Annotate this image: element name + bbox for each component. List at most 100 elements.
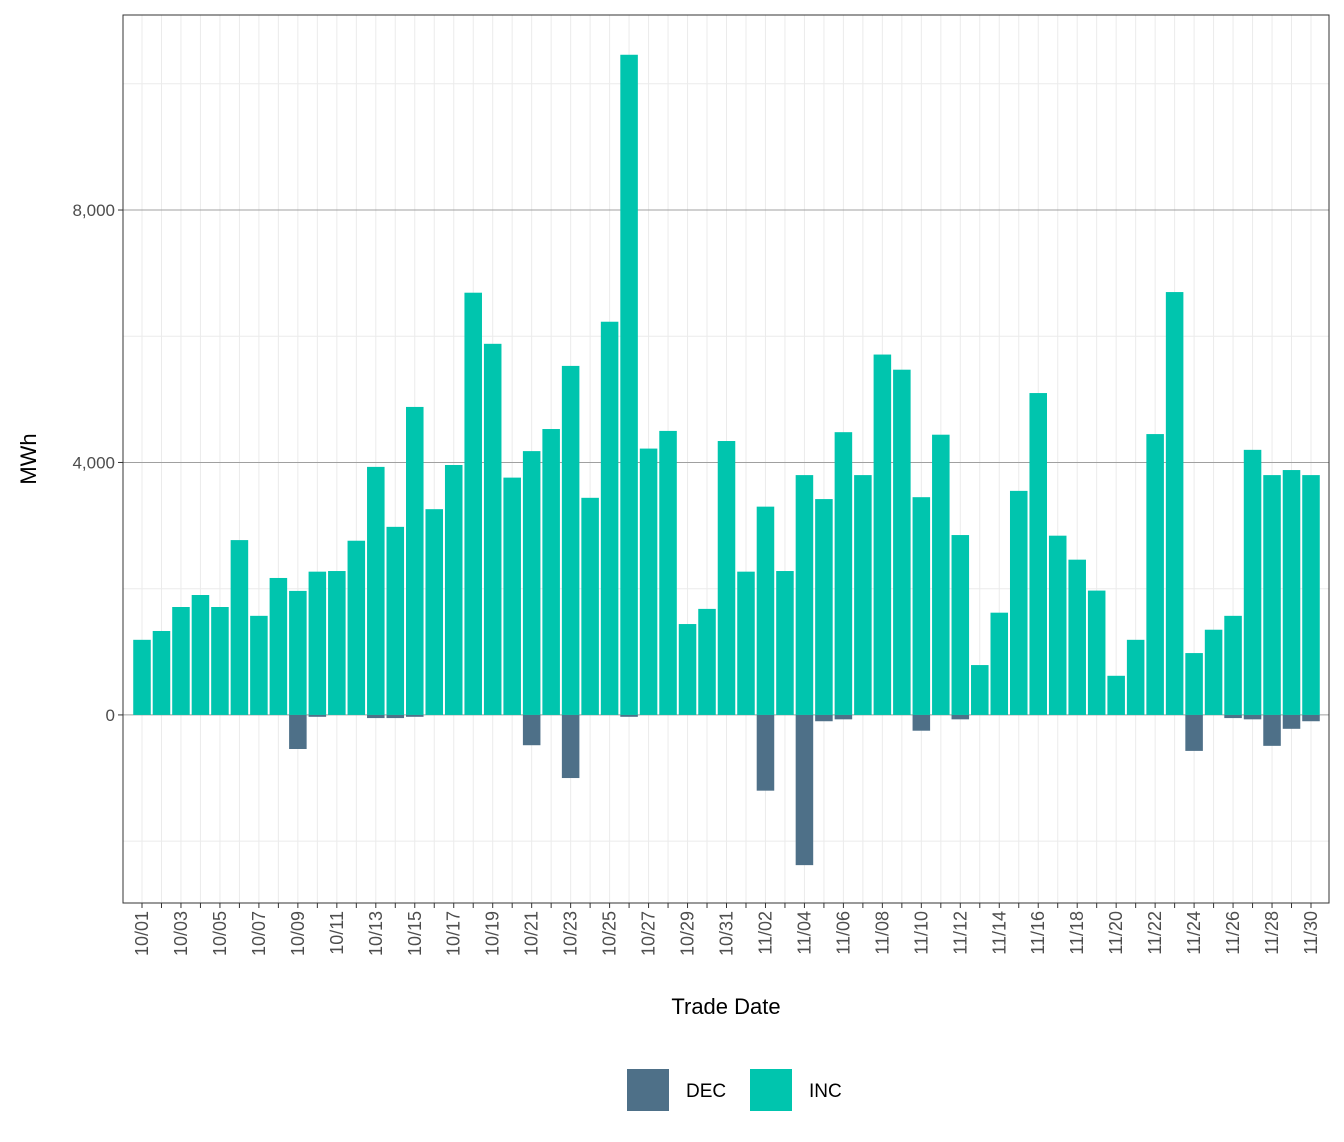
x-tick-label: 10/09 — [288, 911, 308, 956]
x-tick-label: 11/04 — [794, 911, 814, 955]
x-axis-title: Trade Date — [671, 994, 780, 1019]
bar-dec-11/02 — [756, 714, 775, 791]
bar-inc-11/27 — [1243, 449, 1262, 715]
bar-inc-11/14 — [990, 612, 1009, 715]
x-tick-label: 11/22 — [1145, 911, 1165, 955]
bar-inc-10/15 — [405, 406, 424, 715]
bar-inc-11/09 — [893, 369, 911, 715]
bar-inc-11/23 — [1165, 292, 1184, 715]
x-tick-label: 10/17 — [444, 911, 464, 956]
x-tick-label: 10/15 — [405, 911, 425, 956]
x-tick-label: 10/29 — [678, 911, 698, 956]
bar-inc-11/02 — [756, 506, 775, 715]
bar-inc-11/11 — [932, 434, 950, 715]
bar-inc-10/04 — [191, 595, 210, 715]
bar-inc-10/22 — [542, 429, 560, 715]
bar-inc-11/30 — [1302, 475, 1320, 715]
y-tick-label: 0 — [106, 706, 115, 725]
bar-inc-10/24 — [581, 497, 599, 715]
bar-inc-10/13 — [367, 466, 385, 715]
bar-inc-10/28 — [659, 430, 677, 715]
bar-dec-10/15 — [405, 714, 424, 717]
bar-inc-11/10 — [912, 497, 931, 715]
bar-inc-10/23 — [561, 365, 580, 715]
x-tick-label: 11/26 — [1223, 911, 1243, 955]
bar-inc-10/25 — [600, 321, 619, 715]
bar-inc-11/26 — [1224, 615, 1242, 715]
bar-inc-11/08 — [873, 354, 892, 715]
x-tick-label: 10/13 — [366, 911, 386, 956]
bar-dec-11/05 — [815, 714, 833, 722]
bar-inc-11/15 — [1009, 490, 1028, 715]
x-tick-label: 11/10 — [911, 911, 931, 955]
bar-inc-11/04 — [795, 475, 814, 715]
bar-inc-11/12 — [951, 535, 970, 715]
bar-inc-10/05 — [211, 607, 229, 715]
bar-inc-10/06 — [230, 540, 249, 715]
x-tick-label: 10/05 — [210, 911, 230, 956]
bar-dec-11/27 — [1243, 714, 1262, 720]
bar-inc-11/13 — [971, 665, 989, 715]
bar-inc-10/19 — [483, 343, 502, 715]
x-tick-label: 10/23 — [561, 911, 581, 956]
bar-inc-11/29 — [1282, 470, 1301, 715]
y-tick-label: 4,000 — [72, 453, 115, 472]
legend-label-dec: DEC — [686, 1081, 726, 1102]
bar-inc-10/31 — [717, 441, 736, 715]
bar-inc-10/16 — [425, 509, 444, 715]
x-tick-label: 11/16 — [1028, 911, 1048, 955]
x-tick-label: 11/12 — [950, 911, 970, 955]
bar-inc-11/25 — [1204, 629, 1223, 715]
x-tick-label: 11/14 — [989, 911, 1009, 955]
x-tick-label: 10/11 — [327, 911, 347, 955]
bar-inc-11/07 — [854, 475, 872, 715]
bar-inc-10/01 — [133, 639, 151, 715]
bar-dec-11/26 — [1224, 714, 1242, 719]
bar-inc-10/29 — [678, 624, 697, 715]
bar-dec-11/24 — [1185, 714, 1203, 751]
bar-inc-10/02 — [152, 630, 171, 715]
y-tick-label: 8,000 — [72, 201, 115, 220]
bar-dec-10/26 — [620, 714, 638, 717]
x-tick-label: 10/21 — [522, 911, 542, 956]
bar-inc-11/16 — [1029, 393, 1048, 715]
x-tick-label: 11/06 — [833, 911, 853, 955]
bar-dec-11/04 — [795, 714, 814, 866]
bar-dec-11/28 — [1263, 714, 1281, 746]
bar-dec-10/21 — [522, 714, 541, 746]
bar-inc-11/17 — [1048, 535, 1067, 715]
x-tick-label: 11/20 — [1106, 911, 1126, 955]
bar-inc-11/28 — [1263, 475, 1281, 715]
x-tick-label: 10/07 — [249, 911, 269, 956]
bar-inc-11/05 — [815, 499, 833, 715]
bar-inc-10/07 — [250, 615, 268, 715]
bar-inc-11/19 — [1087, 590, 1106, 715]
bar-inc-10/18 — [464, 292, 482, 715]
bar-inc-10/26 — [620, 54, 638, 715]
bar-inc-10/27 — [639, 448, 658, 715]
bar-inc-11/22 — [1146, 434, 1164, 715]
bar-dec-11/06 — [834, 714, 853, 720]
bar-inc-10/08 — [269, 577, 288, 715]
bar-inc-11/03 — [776, 571, 794, 715]
x-tick-label: 10/31 — [717, 911, 737, 956]
bar-dec-10/23 — [561, 714, 580, 779]
x-tick-label: 11/24 — [1184, 911, 1204, 955]
bar-inc-11/20 — [1107, 675, 1125, 715]
bar-inc-11/21 — [1126, 639, 1145, 715]
bar-dec-11/29 — [1282, 714, 1301, 729]
x-tick-label: 11/30 — [1301, 911, 1321, 955]
legend-swatch-dec — [627, 1069, 669, 1111]
bar-dec-11/30 — [1302, 714, 1320, 722]
bar-inc-10/12 — [347, 540, 366, 715]
x-tick-label: 10/27 — [639, 911, 659, 956]
bar-inc-10/21 — [522, 451, 541, 715]
x-tick-label: 10/25 — [600, 911, 620, 956]
legend-label-inc: INC — [809, 1081, 842, 1102]
bar-dec-10/09 — [289, 714, 307, 750]
bar-inc-10/03 — [172, 607, 190, 715]
bar-dec-10/13 — [367, 714, 385, 719]
bar-dec-10/14 — [386, 714, 405, 719]
bar-inc-10/11 — [328, 571, 346, 715]
